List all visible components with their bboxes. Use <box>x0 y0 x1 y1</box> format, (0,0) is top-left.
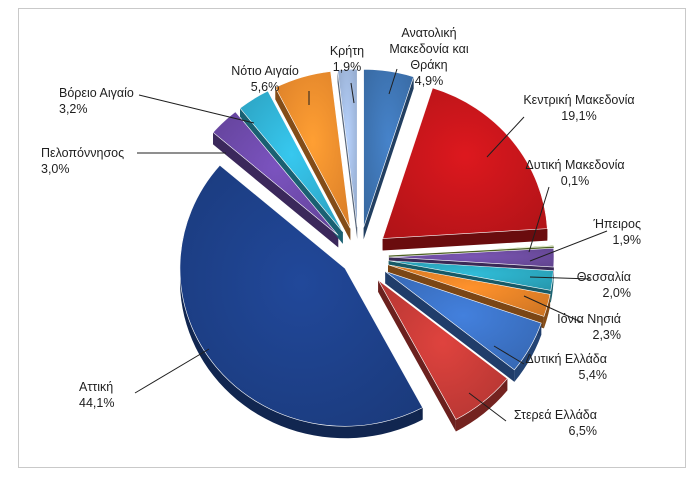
slice-name-label: Θράκη <box>410 58 447 72</box>
slice-value-label: 5,6% <box>251 80 280 94</box>
slice-value-label: 19,1% <box>561 109 596 123</box>
slice-name-label: Μακεδονία και <box>389 42 468 56</box>
pie-slice-4 <box>388 260 554 291</box>
pie-slice-3 <box>388 247 555 268</box>
slice-side-7 <box>455 378 508 432</box>
slice-name-label: Πελοπόννησος <box>41 146 124 160</box>
slice-name-label: Ήπειρος <box>592 217 641 231</box>
leader-line-0 <box>388 68 398 95</box>
slice-name-label: Κρήτη <box>330 44 364 58</box>
slice-value-label: 1,9% <box>333 60 362 74</box>
pie-slice-2 <box>388 244 555 256</box>
pie-slice-8 <box>179 164 424 427</box>
pie-chart: Ανατολική Μακεδονία και Θράκη 4,9% Κεντρική … <box>41 26 641 439</box>
slice-label-11: Νότιο Αιγαίο 5,6% <box>231 64 299 94</box>
slice-name-label: Νότιο Αιγαίο <box>231 64 299 78</box>
pie-slice-5 <box>387 264 551 317</box>
slice-value-label: 4,9% <box>415 74 444 88</box>
leader-line-5 <box>523 295 582 323</box>
slice-name-label: Βόρειο Αιγαίο <box>59 86 134 100</box>
pie-slice-9 <box>212 111 339 236</box>
leader-lines <box>134 68 608 422</box>
slice-label-7: Στερεά Ελλάδα 6,5% <box>514 408 597 438</box>
slice-label-3: Ήπειρος 1,9% <box>592 217 641 247</box>
pie-slice-6 <box>385 271 542 371</box>
pie-slice-1 <box>382 87 548 239</box>
slice-label-2: Δυτική Μακεδονία 0,1% <box>525 158 624 188</box>
slice-name-label: Ανατολική <box>401 26 456 40</box>
slice-label-10: Βόρειο Αιγαίο 3,2% <box>59 86 134 116</box>
slice-wall-0-1 <box>363 76 414 240</box>
slice-value-label: 1,9% <box>613 233 642 247</box>
leader-line-2 <box>528 186 550 253</box>
slice-labels: Ανατολική Μακεδονία και Θράκη 4,9% Κεντρική … <box>41 26 641 438</box>
leader-line-3 <box>529 230 608 262</box>
slice-label-8: Αττική 44,1% <box>79 380 114 410</box>
slice-name-label: Θεσσαλία <box>577 270 631 284</box>
slice-value-label: 6,5% <box>569 424 598 438</box>
slice-name-label: Στερεά Ελλάδα <box>514 408 597 422</box>
pie-slice-7 <box>377 279 508 420</box>
slice-label-1: Κεντρική Μακεδονία 19,1% <box>523 93 634 123</box>
slice-value-label: 3,0% <box>41 162 70 176</box>
slice-wall-7-1 <box>378 280 456 432</box>
slice-label-5: Ιόνια Νησιά 2,3% <box>557 312 621 342</box>
slice-name-label: Δυτική Ελλάδα <box>525 352 607 366</box>
slice-name-label: Κεντρική Μακεδονία <box>523 93 634 107</box>
slice-value-label: 44,1% <box>79 396 114 410</box>
slice-value-label: 5,4% <box>579 368 608 382</box>
slice-side-6 <box>514 323 542 382</box>
slice-name-label: Αττική <box>79 380 113 394</box>
pie-slices <box>179 68 555 439</box>
slice-name-label: Ιόνια Νησιά <box>557 312 621 326</box>
pie-slice-0 <box>363 69 414 228</box>
slice-label-6: Δυτική Ελλάδα 5,4% <box>525 352 607 382</box>
pie-slice-12 <box>337 68 358 228</box>
slice-label-4: Θεσσαλία 2,0% <box>577 270 631 300</box>
slice-name-label: Δυτική Μακεδονία <box>525 158 624 172</box>
leader-line-8 <box>134 348 210 394</box>
leader-line-1 <box>486 116 525 158</box>
leader-line-4 <box>529 276 592 280</box>
slice-label-9: Πελοπόννησος 3,0% <box>41 146 124 176</box>
slice-value-label: 2,0% <box>603 286 632 300</box>
slice-wall-9-0 <box>213 132 339 248</box>
slice-label-12: Κρήτη 1,9% <box>330 44 364 74</box>
leader-line-7 <box>468 392 507 422</box>
slice-wall-11-0 <box>275 87 351 241</box>
slice-label-0: Ανατολική Μακεδονία και Θράκη 4,9% <box>389 26 468 88</box>
slice-wall-1-1 <box>382 228 548 251</box>
leader-line-6 <box>493 345 525 365</box>
leader-line-10 <box>138 94 255 124</box>
slice-value-label: 0,1% <box>561 174 590 188</box>
leader-line-12 <box>350 82 355 104</box>
pie-slice-10 <box>239 90 344 232</box>
slice-wall-12-0 <box>337 70 358 240</box>
pie-slice-11 <box>274 71 351 229</box>
slice-wall-6-1 <box>385 271 515 382</box>
slice-value-label: 3,2% <box>59 102 88 116</box>
chart-frame: Ανατολική Μακεδονία και Θράκη 4,9% Κεντρική … <box>18 8 686 468</box>
slice-value-label: 2,3% <box>593 328 622 342</box>
